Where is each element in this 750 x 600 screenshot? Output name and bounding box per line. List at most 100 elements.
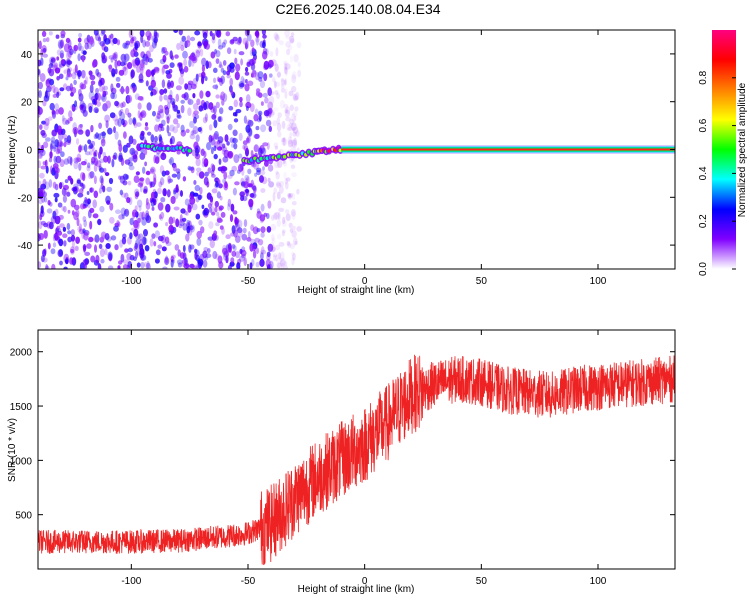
noise-speckle <box>88 236 94 243</box>
noise-speckle <box>183 66 189 73</box>
noise-speckle <box>54 234 58 242</box>
noise-speckle <box>253 144 259 153</box>
noise-speckle <box>282 216 286 225</box>
noise-speckle <box>186 219 190 227</box>
spectrogram-y-tick-label: -20 <box>18 193 33 204</box>
noise-speckle <box>202 250 208 259</box>
noise-speckle <box>107 155 111 164</box>
snr-y-ticks: 500 1000 1500 2000 <box>10 348 675 522</box>
colorbar-tick-label: 0.4 <box>698 166 709 180</box>
noise-speckle <box>63 158 70 165</box>
noise-speckle <box>262 92 268 98</box>
noise-speckle <box>88 105 93 113</box>
snr-y-tick-label: 2000 <box>10 348 33 359</box>
noise-speckle <box>161 67 165 75</box>
noise-speckle <box>99 167 105 173</box>
noise-speckle <box>195 196 200 203</box>
noise-speckle <box>291 139 298 149</box>
noise-speckle <box>274 33 280 42</box>
noise-speckle <box>290 32 295 37</box>
noise-speckle <box>267 164 274 172</box>
noise-speckle <box>159 89 165 95</box>
noise-speckle <box>139 63 145 71</box>
noise-speckle <box>45 165 49 174</box>
noise-speckle <box>250 150 254 158</box>
noise-speckle <box>196 98 201 106</box>
noise-speckle <box>294 240 298 245</box>
noise-speckle <box>164 50 169 56</box>
noise-speckle <box>93 237 98 242</box>
noise-speckle <box>145 262 151 269</box>
noise-speckle <box>143 185 148 193</box>
noise-speckle <box>228 246 232 254</box>
noise-speckle <box>190 166 195 174</box>
colorbar-tick-label: 0.0 <box>698 262 709 276</box>
noise-speckle <box>75 157 82 163</box>
noise-speckle <box>247 119 254 127</box>
noise-speckle <box>88 70 93 76</box>
noise-speckle <box>281 219 287 228</box>
noise-speckle <box>72 122 77 131</box>
noise-speckle <box>289 55 294 63</box>
noise-speckle <box>89 71 94 78</box>
noise-speckle <box>121 213 126 220</box>
noise-speckle <box>188 166 195 171</box>
noise-speckle <box>266 142 270 150</box>
noise-speckle <box>262 34 267 39</box>
noise-speckle <box>131 36 135 42</box>
noise-speckle <box>73 161 79 170</box>
noise-speckle <box>79 45 84 51</box>
noise-speckle <box>41 45 47 54</box>
noise-speckle <box>252 226 259 235</box>
signal-blob-core <box>327 149 331 153</box>
noise-speckle <box>157 202 164 211</box>
noise-speckle <box>276 219 281 227</box>
noise-speckle <box>100 177 104 186</box>
noise-speckle <box>48 31 53 36</box>
noise-speckle <box>254 108 259 115</box>
noise-speckle <box>38 69 41 76</box>
noise-speckle <box>240 162 244 171</box>
noise-speckle <box>251 244 257 252</box>
noise-speckle <box>195 265 199 269</box>
noise-speckle <box>66 135 72 144</box>
noise-speckle <box>119 88 126 93</box>
noise-speckle <box>129 254 135 261</box>
noise-speckle <box>139 59 145 69</box>
noise-speckle <box>203 176 209 186</box>
noise-speckle <box>86 165 91 172</box>
noise-speckle <box>127 180 132 186</box>
noise-speckle <box>258 76 263 82</box>
noise-speckle <box>41 30 47 37</box>
noise-speckle <box>170 225 174 235</box>
noise-speckle <box>268 91 275 96</box>
noise-speckle <box>285 117 291 122</box>
noise-speckle <box>190 83 197 90</box>
noise-speckle <box>159 165 165 174</box>
noise-speckle <box>103 155 109 163</box>
noise-speckle <box>79 188 84 195</box>
noise-speckle <box>50 136 56 144</box>
noise-speckle <box>139 112 145 117</box>
noise-speckle <box>238 153 243 159</box>
noise-speckle <box>238 36 242 44</box>
noise-speckle <box>49 151 53 159</box>
snr-frame <box>37 329 676 570</box>
noise-speckle <box>82 184 86 189</box>
noise-speckle <box>239 191 245 197</box>
noise-speckle <box>295 91 300 101</box>
noise-speckle <box>215 222 220 227</box>
noise-speckle <box>283 103 289 109</box>
noise-speckle <box>283 79 287 85</box>
noise-speckle <box>149 44 154 53</box>
noise-speckle <box>54 215 61 225</box>
noise-speckle <box>185 211 189 216</box>
noise-speckle <box>87 139 92 145</box>
noise-speckle <box>284 261 288 267</box>
noise-speckle <box>118 214 124 220</box>
noise-speckle <box>294 106 299 112</box>
noise-speckle <box>166 189 171 198</box>
noise-speckle <box>260 249 267 255</box>
noise-speckle <box>122 66 127 72</box>
noise-speckle <box>246 237 252 242</box>
